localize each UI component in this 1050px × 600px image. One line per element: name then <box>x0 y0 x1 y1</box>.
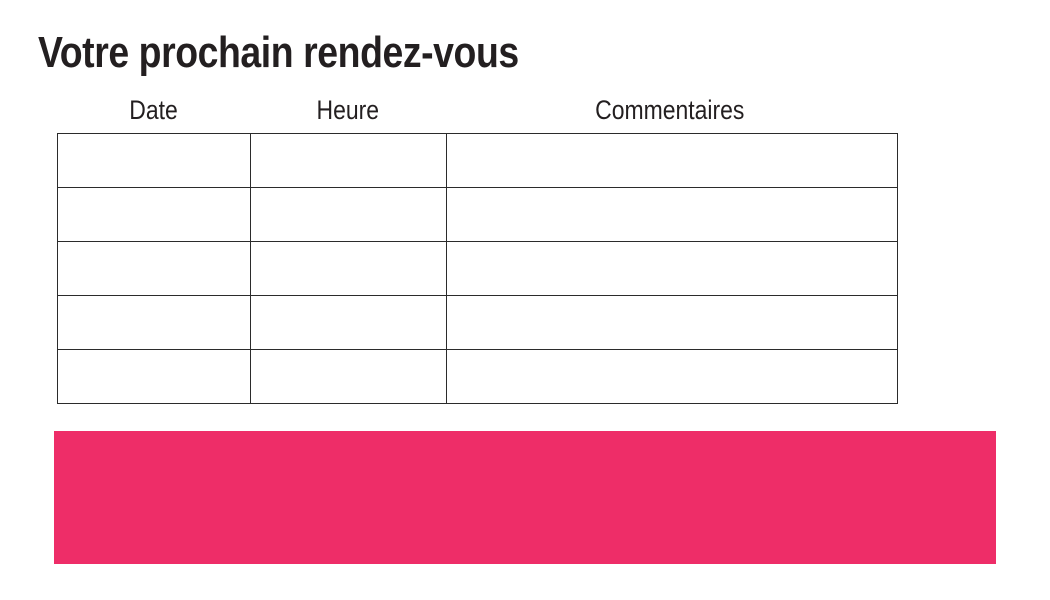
table-row <box>57 241 898 296</box>
accent-band <box>54 431 996 564</box>
cell-heure <box>250 133 447 188</box>
column-header-commentaires-label: Commentaires <box>594 94 745 125</box>
cell-commentaires <box>446 295 898 350</box>
cell-date <box>57 349 251 404</box>
cell-date <box>57 187 251 242</box>
appointments-table <box>57 133 898 404</box>
table-row <box>57 295 898 350</box>
cell-heure <box>250 349 447 404</box>
table-row <box>57 133 898 188</box>
table-column-headers: Date Heure Commentaires <box>58 92 894 128</box>
table-row <box>57 349 898 404</box>
cell-commentaires <box>446 187 898 242</box>
cell-date <box>57 133 251 188</box>
page-title: Votre prochain rendez-vous <box>38 28 519 77</box>
cell-heure <box>250 241 447 296</box>
cell-commentaires <box>446 241 898 296</box>
table-row <box>57 187 898 242</box>
cell-heure <box>250 295 447 350</box>
column-header-heure-label: Heure <box>316 94 379 125</box>
column-header-heure: Heure <box>250 95 445 126</box>
cell-commentaires <box>446 349 898 404</box>
cell-commentaires <box>446 133 898 188</box>
column-header-date-label: Date <box>129 94 179 125</box>
column-header-date: Date <box>58 95 250 126</box>
cell-date <box>57 295 251 350</box>
cell-heure <box>250 187 447 242</box>
cell-date <box>57 241 251 296</box>
column-header-commentaires: Commentaires <box>445 95 894 126</box>
